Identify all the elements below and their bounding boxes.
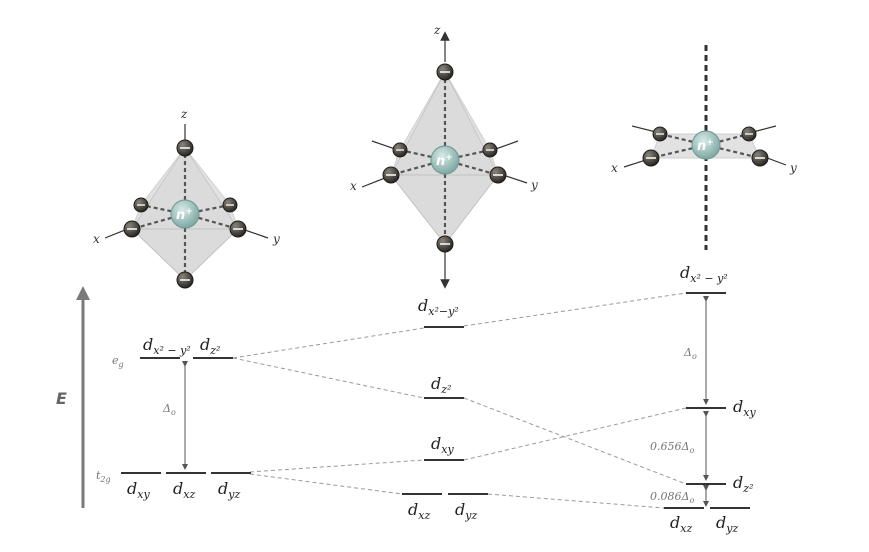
orb-label-oct-dxy: dxy [127, 479, 150, 501]
correlation-lines [232, 292, 687, 509]
energy-arrowhead-icon [76, 286, 90, 300]
orb-label-oct-dyz: dyz [218, 479, 240, 501]
cor-dxz-to-sq-dxz [487, 493, 665, 509]
cor-dx2y2-to-sq-dx2y2 [463, 292, 687, 327]
oct-metal-ion [170, 199, 200, 229]
gap-label-oct: Δo [162, 402, 176, 417]
oct-z-label: z [180, 107, 188, 121]
elongated-levels: dx²−y² dz² dxy dxz dyz [402, 296, 488, 522]
label-t2g: t2g [96, 469, 111, 484]
octahedral-structure: z x y n+ [93, 107, 280, 289]
orb-label-sq-dxy: dxy [733, 397, 756, 419]
elong-metal-ion [430, 145, 460, 175]
orb-label-sq-dz2: dz² [733, 473, 753, 495]
elong-z-label: z [433, 23, 441, 37]
gap-label-sq-middle: 0.656Δo [650, 440, 694, 455]
orb-label-sq-dxz: dxz [670, 513, 692, 535]
oct-x-label: x [93, 232, 100, 246]
cor-eg-to-dx2y2 [232, 327, 425, 359]
oct-y-label: y [272, 232, 280, 246]
orb-label-elong-dyz: dyz [455, 500, 477, 522]
orb-label-elong-dxy: dxy [431, 434, 454, 456]
elong-x-axis [361, 177, 386, 188]
orb-label-elong-dz2: dz² [431, 374, 451, 396]
elong-ion-label: n+ [436, 153, 453, 169]
orb-label-sq-dyz: dyz [716, 513, 738, 535]
elong-y-label: y [530, 178, 538, 192]
gap-label-sq-upper: Δo [683, 346, 697, 361]
octahedral-levels: eg t2g dx² − y² dz² dxy dxz dyz Δo [96, 335, 251, 501]
sq-y-label: y [789, 161, 797, 175]
elong-y-axis [505, 175, 528, 184]
orb-label-oct-dx2y2: dx² − y² [143, 335, 191, 357]
cor-eg-to-dz2 [232, 357, 425, 399]
orb-label-elong-dxz: dxz [408, 500, 430, 522]
energy-label: E [56, 389, 67, 408]
sq-metal-ion [691, 130, 721, 160]
elong-x-label: x [350, 179, 357, 193]
cor-t2g-to-dxz [249, 473, 403, 495]
sq-ion-label: n+ [697, 138, 714, 154]
orb-label-oct-dz2: dz² [200, 335, 220, 357]
orb-label-elong-dx2y2: dx²−y² [418, 296, 459, 318]
square-planar-structure: x y n+ [611, 45, 797, 250]
energy-axis: E [56, 286, 90, 508]
cor-dz2-to-sq-dz2 [463, 397, 687, 485]
elongated-structure: z x y n+ [350, 23, 538, 289]
label-eg: eg [112, 354, 124, 369]
sq-x-label: x [611, 161, 618, 175]
orb-label-sq-dx2y2: dx² − y² [680, 263, 728, 285]
oct-ion-label: n+ [176, 207, 193, 223]
cor-dxy-to-sq-dxy [463, 407, 687, 461]
cor-t2g-to-dxy [249, 459, 425, 473]
gap-label-sq-lower: 0.086Δo [650, 490, 694, 505]
square-planar-levels: dx² − y² dxy dz² dxz dyz Δo 0.656Δo 0.08… [650, 263, 756, 535]
orb-label-oct-dxz: dxz [173, 479, 195, 501]
